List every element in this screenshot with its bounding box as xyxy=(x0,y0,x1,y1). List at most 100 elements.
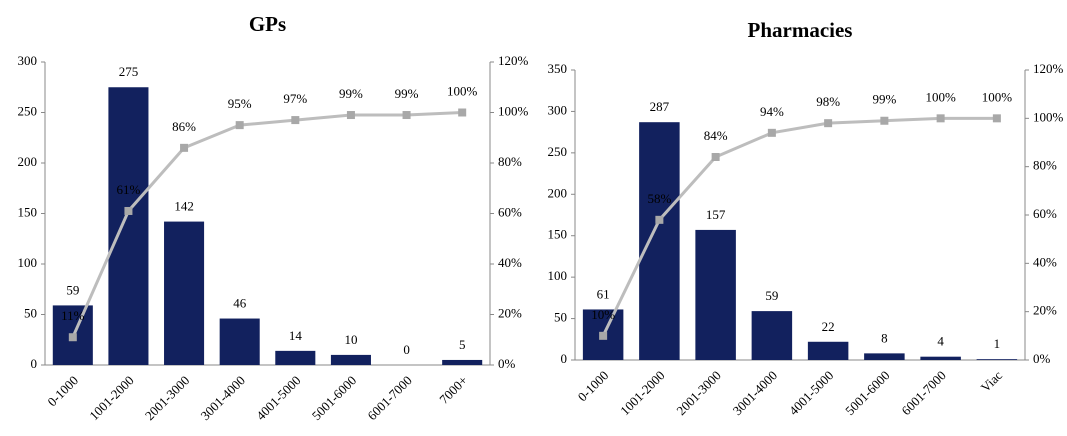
x-tick-label: 6001-7000 xyxy=(898,368,948,418)
y-tick-label: 200 xyxy=(548,185,568,200)
cumulative-line xyxy=(71,111,463,338)
line-label: 58% xyxy=(647,191,671,206)
line-label: 99% xyxy=(872,92,896,107)
bar xyxy=(751,311,793,360)
bar-label: 14 xyxy=(289,328,303,343)
x-tick-label: 7000+ xyxy=(436,373,470,407)
bar xyxy=(330,354,371,365)
line-label: 11% xyxy=(61,308,85,323)
line-label: 10% xyxy=(591,307,615,322)
y2-tick-label: 20% xyxy=(1033,303,1057,318)
bar-label: 10 xyxy=(344,332,357,347)
bar-label: 5 xyxy=(459,337,466,352)
y2-tick-label: 60% xyxy=(1033,206,1057,221)
bar-label: 46 xyxy=(233,296,247,311)
line-label: 86% xyxy=(172,119,196,134)
x-tick-label: 0-1000 xyxy=(575,368,612,405)
y-tick-label: 100 xyxy=(18,255,38,270)
bar-label: 22 xyxy=(822,319,835,334)
y2-tick-label: 80% xyxy=(1033,158,1057,173)
line-marker xyxy=(68,333,77,342)
y-tick-label: 0 xyxy=(561,351,568,366)
bar xyxy=(164,221,205,365)
y2-tick-label: 120% xyxy=(498,53,529,68)
x-tick-label: 3001-4000 xyxy=(730,368,780,418)
x-tick-label: 1001-2000 xyxy=(617,368,667,418)
y-tick-label: 50 xyxy=(24,305,37,320)
line-marker xyxy=(711,153,720,161)
bar xyxy=(695,229,736,360)
bar xyxy=(108,87,149,365)
line-label: 94% xyxy=(760,104,784,119)
line-label: 100% xyxy=(447,83,478,98)
y-tick-label: 300 xyxy=(548,102,568,117)
bar-label: 4 xyxy=(937,334,944,349)
bar xyxy=(442,359,483,365)
line-label: 99% xyxy=(339,86,363,101)
bar xyxy=(219,318,260,365)
line-label: 99% xyxy=(395,86,419,101)
bar xyxy=(920,356,961,360)
x-tick-label: 2001-3000 xyxy=(673,368,723,418)
y2-tick-label: 0% xyxy=(1033,351,1051,366)
y2-tick-label: 0% xyxy=(498,356,516,371)
bar-label: 1 xyxy=(994,336,1001,351)
x-tick-label: 6001-7000 xyxy=(364,373,414,423)
line-marker xyxy=(599,331,608,340)
y2-tick-label: 60% xyxy=(498,204,522,219)
line-marker xyxy=(402,111,411,120)
line-marker xyxy=(824,119,833,128)
line-marker xyxy=(655,215,664,224)
line-marker xyxy=(346,111,355,120)
line-label: 95% xyxy=(228,96,252,111)
line-marker xyxy=(291,116,300,125)
bar-label: 61 xyxy=(597,286,610,301)
x-tick-label: 4001-5000 xyxy=(253,373,303,423)
y-tick-label: 250 xyxy=(18,103,38,118)
bar xyxy=(976,359,1018,360)
y2-tick-label: 40% xyxy=(1033,254,1057,269)
bar xyxy=(864,353,905,360)
bar-label: 0 xyxy=(403,342,410,357)
line-marker xyxy=(767,128,776,137)
line-label: 98% xyxy=(816,94,840,109)
line-marker xyxy=(880,116,889,125)
line-marker xyxy=(992,114,1001,123)
x-tick-label: 1001-2000 xyxy=(86,373,136,423)
x-tick-label: 4001-5000 xyxy=(786,368,836,418)
bar xyxy=(639,122,680,360)
x-tick-label: 5001-6000 xyxy=(842,368,892,418)
line-marker xyxy=(235,121,244,130)
bar-label: 142 xyxy=(174,199,194,214)
line-marker xyxy=(124,206,133,215)
x-tick-label: 2001-3000 xyxy=(142,373,192,423)
line-marker xyxy=(180,143,189,152)
line-marker xyxy=(458,108,467,117)
line-label: 100% xyxy=(982,89,1013,104)
x-tick-label: 5001-6000 xyxy=(309,373,359,423)
bar-label: 275 xyxy=(119,64,139,79)
line-marker xyxy=(936,114,945,123)
chart-title: Pharmacies xyxy=(748,18,853,42)
y2-tick-label: 100% xyxy=(498,103,529,118)
bar xyxy=(275,350,316,365)
line-label: 97% xyxy=(283,91,307,106)
bar-label: 8 xyxy=(881,330,888,345)
y2-tick-label: 100% xyxy=(1033,109,1064,124)
bar-label: 59 xyxy=(66,282,79,297)
bar-label: 59 xyxy=(765,288,778,303)
y2-tick-label: 40% xyxy=(498,255,522,270)
x-tick-label: Viac xyxy=(978,367,1006,395)
y2-tick-label: 120% xyxy=(1033,61,1064,76)
line-label: 61% xyxy=(117,182,141,197)
bar-label: 287 xyxy=(650,99,670,114)
y-tick-label: 200 xyxy=(18,154,38,169)
line-label: 100% xyxy=(925,89,956,104)
bar xyxy=(807,341,849,360)
y-tick-label: 250 xyxy=(548,144,568,159)
y-tick-label: 150 xyxy=(18,204,38,219)
cumulative-line xyxy=(601,116,997,337)
y-tick-label: 100 xyxy=(548,268,568,283)
line-label: 84% xyxy=(704,128,728,143)
